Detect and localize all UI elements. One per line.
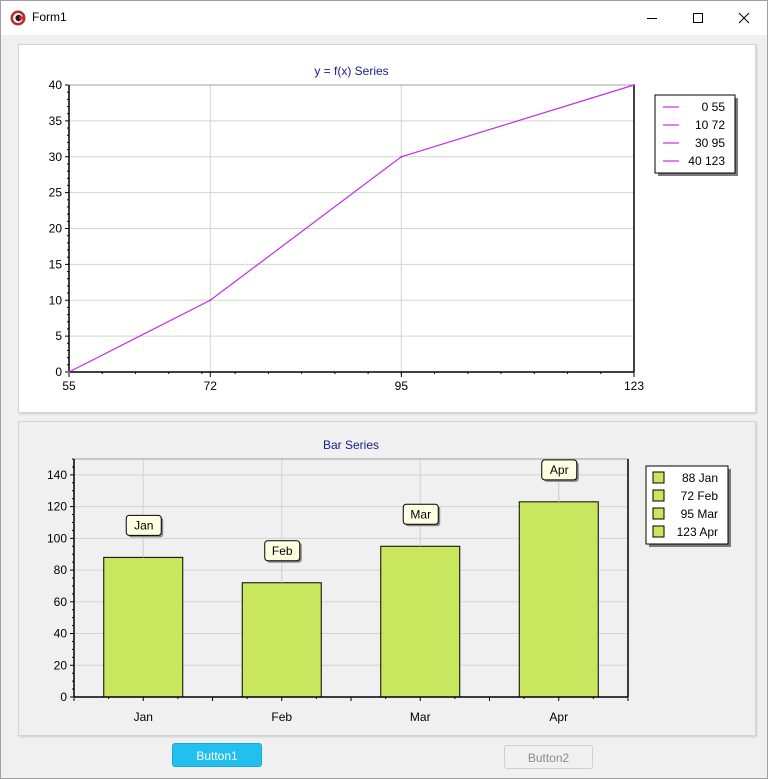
legend-entry: 95 Mar	[681, 507, 718, 521]
x-tick-label: Jan	[134, 710, 153, 724]
button1[interactable]: Button1	[172, 743, 262, 767]
chart-title: Bar Series	[323, 438, 379, 452]
y-tick-label: 120	[47, 500, 67, 514]
y-tick-label: 40	[54, 627, 68, 641]
line-chart-panel: y = f(x) Series 0 5 10 15 20 25 30 35 40 55 72 95 123…	[18, 44, 756, 413]
minimize-button[interactable]	[629, 1, 675, 35]
legend-entry: 30 95	[695, 136, 725, 150]
y-tick-label: 5	[55, 329, 62, 343]
y-tick-label: 40	[49, 78, 63, 92]
legend-swatch	[652, 507, 665, 520]
y-tick-label: 80	[54, 563, 68, 577]
legend-swatch	[652, 471, 665, 484]
legend-entry: 123 Apr	[677, 525, 718, 539]
data-label: Jan	[134, 518, 153, 532]
x-tick-label: 55	[62, 379, 76, 393]
y-tick-label: 30	[49, 150, 63, 164]
y-tick-label: 15	[49, 257, 63, 271]
legend-entry: 88 Jan	[682, 471, 718, 485]
title-bar[interactable]: Form1	[1, 1, 767, 35]
legend-entry: 0 55	[702, 100, 726, 114]
y-tick-label: 0	[55, 365, 62, 379]
data-point	[68, 371, 70, 373]
y-tick-label: 35	[49, 114, 63, 128]
legend-entry: 10 72	[695, 118, 725, 132]
data-label-box	[541, 459, 578, 481]
data-point	[400, 155, 403, 158]
y-tick-label: 100	[47, 531, 67, 545]
y-tick-label: 10	[49, 293, 63, 307]
line-series	[68, 84, 635, 373]
maximize-icon	[693, 13, 703, 23]
data-point	[633, 84, 635, 86]
x-tick-label: 95	[395, 379, 409, 393]
bar	[380, 545, 461, 698]
legend-entry: 72 Feb	[681, 489, 719, 503]
close-button[interactable]	[721, 1, 767, 35]
line-chart: y = f(x) Series 0 5 10 15 20 25 30 35 40 55 72 95 123…	[49, 64, 738, 393]
maximize-button[interactable]	[675, 1, 721, 35]
legend-entry: 40 123	[688, 154, 725, 168]
data-point	[209, 299, 212, 302]
bar-chart-panel: Bar Series 0 20 40 60 80 100 120 140 Jan Jan Feb Feb…	[18, 421, 756, 736]
data-label: Feb	[272, 544, 293, 558]
data-label-box	[402, 503, 439, 525]
app-icon	[10, 10, 26, 26]
window-title: Form1	[32, 10, 67, 24]
y-tick-label: 140	[47, 468, 67, 482]
data-label-box	[125, 514, 162, 536]
bar	[241, 582, 322, 698]
x-tick-label: 72	[204, 379, 218, 393]
legend-swatch	[652, 525, 665, 538]
chart-title: y = f(x) Series	[314, 64, 388, 78]
y-tick-label: 0	[60, 690, 67, 704]
y-tick-label: 20	[54, 658, 68, 672]
bar-chart: Bar Series 0 20 40 60 80 100 120 140 Jan Jan Feb Feb…	[47, 438, 731, 724]
data-label: Apr	[550, 463, 569, 477]
x-tick-label: Mar	[410, 710, 431, 724]
y-tick-label: 20	[49, 222, 63, 236]
legend	[654, 94, 736, 174]
button2[interactable]: Button2	[504, 745, 593, 769]
bar	[518, 501, 599, 698]
close-icon	[738, 12, 750, 24]
data-label-box	[264, 540, 301, 562]
x-tick-label: Apr	[549, 710, 568, 724]
data-label: Mar	[410, 507, 431, 521]
x-tick-label: 123	[624, 379, 644, 393]
bar	[103, 556, 184, 698]
y-tick-label: 60	[54, 595, 68, 609]
x-tick-label: Feb	[271, 710, 292, 724]
legend-swatch	[652, 489, 665, 502]
minimize-icon	[647, 18, 657, 19]
y-tick-label: 25	[49, 186, 63, 200]
